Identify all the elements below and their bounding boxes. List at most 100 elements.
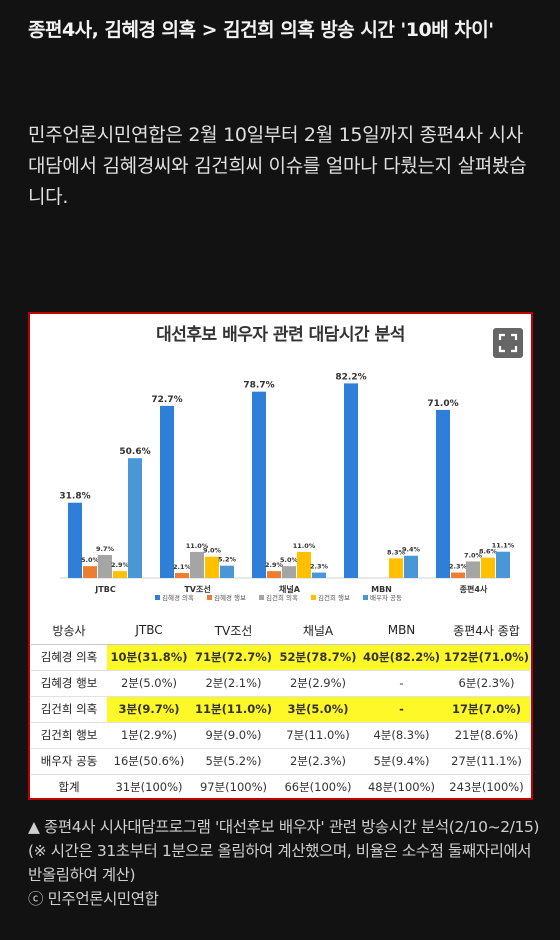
table-cell: 97분(100%)	[191, 773, 276, 800]
table-row-label: 배우자 공동	[31, 747, 107, 774]
table-row: 김혜경 행보 2분(5.0%) 2분(2.1%) 2분(2.9%) -6분(2.3%)	[31, 669, 530, 696]
table-cell: 2분(5.0%)	[107, 669, 191, 696]
legend-swatch	[363, 595, 368, 600]
chart-bar	[282, 566, 296, 578]
data-label: 8.3%	[387, 548, 406, 556]
table-cell: 52분(78.7%)	[276, 643, 360, 670]
table-row-label: 김혜경 의혹	[31, 643, 107, 670]
table-cell: 48분(100%)	[360, 773, 443, 800]
table-cell: 21분(8.6%)	[443, 721, 530, 748]
table-cell: -	[360, 695, 443, 722]
data-label: 5.0%	[81, 556, 100, 564]
chart-bar	[389, 558, 403, 578]
table-cell: 7분(11.0%)	[276, 721, 360, 748]
table-cell: 27분(11.1%)	[443, 747, 530, 774]
data-label: 2.9%	[111, 561, 130, 569]
table-header-cell: 채널A	[276, 617, 360, 645]
table-cell: 5분(9.4%)	[360, 747, 443, 774]
chart-bar	[267, 571, 281, 578]
table-cell: 71분(72.7%)	[191, 643, 276, 670]
chart-bar	[68, 502, 82, 578]
table-cell: 2분(2.9%)	[276, 669, 360, 696]
figure-caption: ▲ 종편4사 시사대담프로그램 '대선후보 배우자' 관련 방송시간 분석(2/…	[28, 815, 540, 911]
legend-label: 배우자 공동	[370, 593, 402, 602]
data-label: 72.7%	[151, 395, 182, 405]
data-label: 8.6%	[479, 548, 498, 556]
table-row: 김건희 행보 1분(2.9%) 9분(9.0%) 7분(11.0%) 4분(8.3%) 2…	[31, 721, 530, 748]
data-label: 11.1%	[492, 542, 515, 550]
chart-bar	[160, 405, 174, 578]
legend-swatch	[207, 595, 212, 600]
table-row: 합계 31분(100%) 97분(100%) 66분(100%) 48분(100%) 24…	[31, 773, 530, 800]
table-row-label: 합계	[31, 773, 107, 800]
legend-label: 김혜경 행보	[214, 593, 246, 602]
table-cell: 11분(11.0%)	[191, 695, 276, 722]
data-label: 50.6%	[119, 447, 150, 457]
data-label: 5.2%	[218, 556, 237, 564]
category-label: 채널A	[279, 584, 301, 594]
data-label: 11.0%	[186, 542, 209, 550]
table-cell: 40분(82.2%)	[360, 643, 443, 670]
data-label: 5.0%	[280, 556, 299, 564]
table-cell: 5분(5.2%)	[191, 747, 276, 774]
data-label: 11.0%	[293, 542, 316, 550]
chart-bar	[436, 409, 450, 578]
chart-bar	[496, 551, 510, 578]
chart-bar	[252, 391, 266, 578]
data-label: 9.0%	[203, 547, 222, 555]
chart-bar	[481, 557, 495, 578]
data-label: 2.3%	[310, 563, 329, 571]
chart-title: 대선후보 배우자 관련 대담시간 분석	[156, 325, 405, 345]
expand-button[interactable]	[493, 328, 523, 358]
data-label: 78.7%	[243, 381, 274, 391]
table-cell: 66분(100%)	[276, 773, 360, 800]
table-cell: 6분(2.3%)	[443, 669, 530, 696]
data-label: 7.0%	[464, 551, 483, 559]
table-header-cell: TV조선	[191, 617, 276, 645]
table-row-label: 김건희 의혹	[31, 695, 107, 722]
legend-label: 김혜경 의혹	[162, 593, 194, 602]
table-row: 김건희 의혹 3분(9.7%) 11분(11.0%) 3분(5.0%) -17분(7.0…	[31, 695, 530, 722]
legend-label: 김건희 의혹	[266, 593, 298, 602]
table-cell: 2분(2.3%)	[276, 747, 360, 774]
table-cell: 4분(8.3%)	[360, 721, 443, 748]
table-row-label: 김혜경 행보	[31, 669, 107, 696]
article-headline: 종편4사, 김혜경 의혹 > 김건희 의혹 방송 시간 '10배 차이'	[28, 19, 494, 41]
data-label: 82.2%	[335, 372, 366, 382]
table-cell: -	[360, 669, 443, 696]
data-table: 방송사 JTBC TV조선 채널A MBN 종편4사 종합 김혜경 의혹 10분(31.8%…	[31, 617, 530, 800]
chart-bar	[190, 551, 204, 578]
table-cell: 243분(100%)	[443, 773, 530, 800]
chart-bar	[451, 572, 465, 578]
chart-bar	[83, 566, 97, 578]
category-label: 종편4사	[460, 584, 488, 594]
chart-bar	[312, 572, 326, 578]
table-header-cell: 방송사	[31, 617, 107, 645]
table-row: 김혜경 의혹 10분(31.8%) 71분(72.7%) 52분(78.7%) 40분(…	[31, 643, 530, 670]
chart-bar	[205, 556, 219, 578]
chart-bar	[98, 555, 112, 578]
category-label: TV조선	[184, 584, 210, 594]
data-label: 2.1%	[173, 563, 192, 571]
data-label: 2.9%	[265, 561, 284, 569]
table-cell: 3분(5.0%)	[276, 695, 360, 722]
data-label: 2.3%	[449, 563, 468, 571]
legend-swatch	[311, 595, 316, 600]
table-cell: 1분(2.9%)	[107, 721, 191, 748]
bar-chart: 31.8% 5.0% 9.7% 2.9% 50.6% JTBC 72.7% 2.1% 11.0%…	[59, 372, 515, 602]
table-cell: 9분(9.0%)	[191, 721, 276, 748]
table-cell: 17분(7.0%)	[443, 695, 530, 722]
figure-image[interactable]: 대선후보 배우자 관련 대담시간 분석 31.8% 5.0% 9.7% 2.9% 50.…	[28, 312, 533, 800]
table-cell: 31분(100%)	[107, 773, 191, 800]
table-cell: 16분(50.6%)	[107, 747, 191, 774]
table-header-cell: JTBC	[107, 617, 191, 645]
chart-bar	[128, 458, 142, 578]
table-header-row: 방송사 JTBC TV조선 채널A MBN 종편4사 종합	[31, 617, 530, 645]
table-header-cell: MBN	[360, 617, 443, 645]
table-cell: 10분(31.8%)	[107, 643, 191, 670]
chart-bar	[466, 561, 480, 578]
table-cell: 2분(2.1%)	[191, 669, 276, 696]
legend-swatch	[259, 595, 264, 600]
legend-label: 김건희 행보	[318, 593, 350, 602]
data-label: 31.8%	[59, 492, 90, 502]
